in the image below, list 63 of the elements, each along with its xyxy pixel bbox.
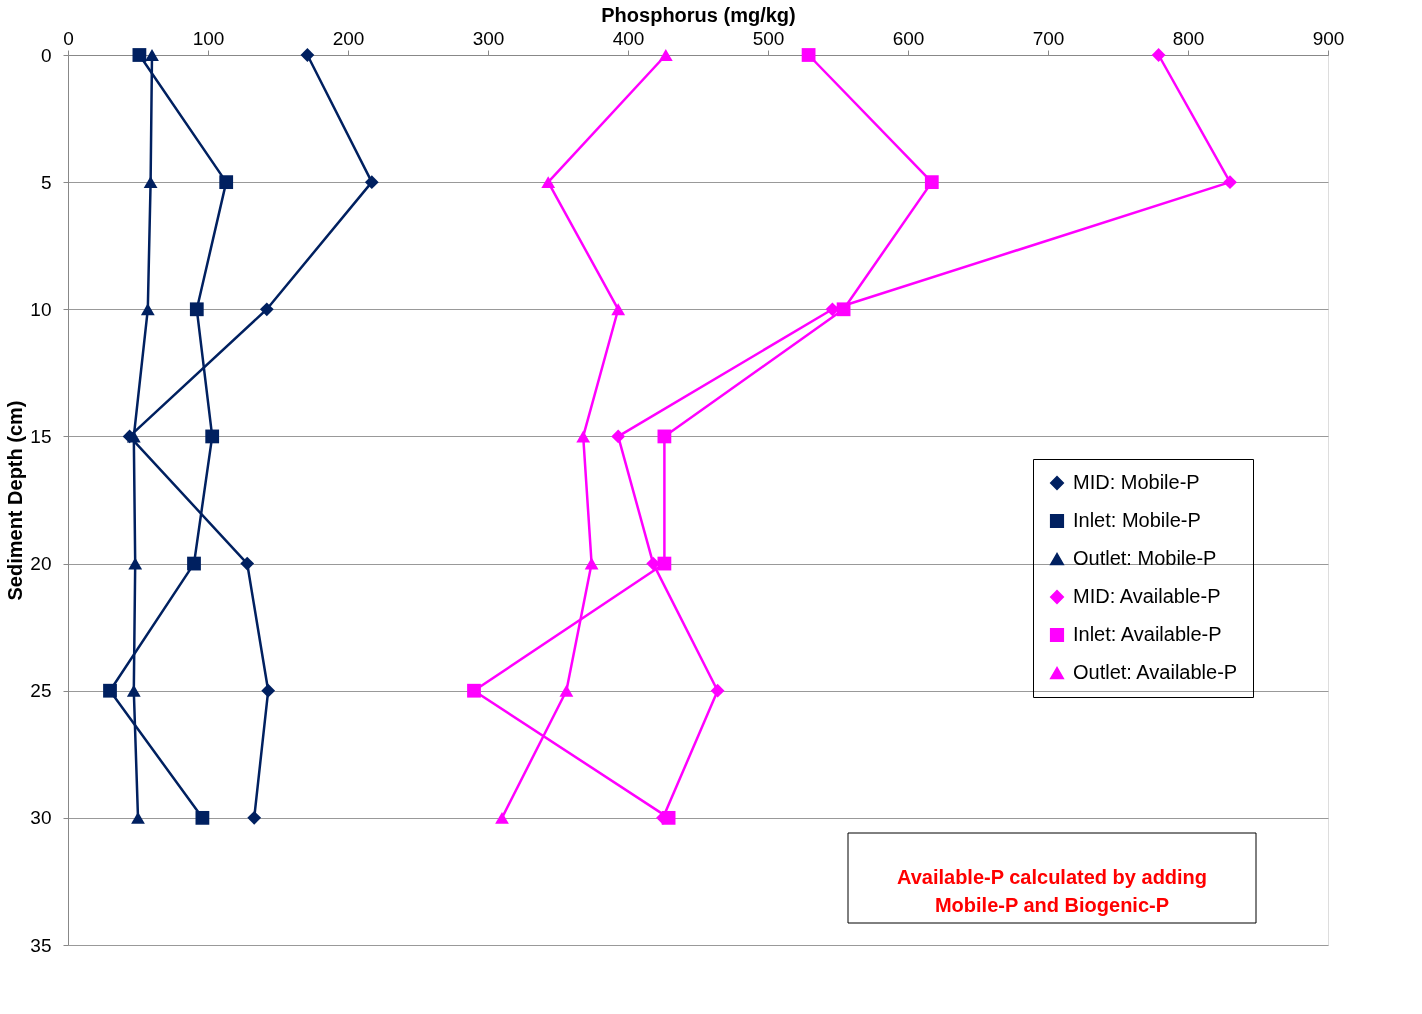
x-tick-label: 600 bbox=[892, 27, 925, 49]
point bbox=[126, 684, 141, 697]
point bbox=[658, 49, 673, 61]
point bbox=[710, 683, 725, 698]
point bbox=[145, 49, 159, 61]
y-tick-label: 30 bbox=[30, 807, 52, 829]
point bbox=[1223, 175, 1237, 190]
legend-label: Inlet: Available-P bbox=[1073, 623, 1222, 645]
x-tick-label: 300 bbox=[472, 27, 505, 49]
point bbox=[126, 430, 141, 443]
point bbox=[132, 48, 147, 62]
x-tick-label: 0 bbox=[63, 27, 74, 49]
x-tick-label: 900 bbox=[1312, 27, 1345, 49]
point bbox=[924, 175, 939, 190]
point bbox=[261, 683, 276, 698]
annotation: Available-P calculated by adding Mobile-P and Biogenic-P bbox=[896, 866, 1208, 916]
y-tick-label: 0 bbox=[40, 44, 52, 66]
point bbox=[576, 430, 591, 443]
y-axis-title: Sediment Depth (cm) bbox=[4, 400, 27, 601]
y-tick-label: 15 bbox=[30, 425, 52, 447]
point bbox=[240, 556, 255, 571]
point bbox=[611, 303, 626, 316]
point bbox=[300, 48, 315, 62]
legend-label: Outlet: Mobile-P bbox=[1073, 547, 1217, 569]
x-tick-label: 800 bbox=[1172, 27, 1205, 49]
legend-label: MID: Mobile-P bbox=[1073, 471, 1200, 493]
point bbox=[189, 302, 204, 317]
legend-label: Outlet: Available-P bbox=[1073, 661, 1238, 683]
point bbox=[836, 302, 851, 317]
point bbox=[364, 175, 379, 190]
legend-label: Inlet: Mobile-P bbox=[1073, 509, 1201, 531]
point bbox=[495, 811, 509, 824]
y-tick-label: 5 bbox=[40, 171, 52, 193]
legend-label: MID: Available-P bbox=[1073, 585, 1221, 607]
point bbox=[205, 429, 220, 444]
point bbox=[801, 48, 816, 62]
point bbox=[584, 557, 599, 570]
x-tick-label: 500 bbox=[752, 27, 785, 49]
point bbox=[559, 684, 574, 697]
point bbox=[541, 176, 556, 189]
y-tick-label: 10 bbox=[30, 298, 52, 320]
point bbox=[219, 175, 234, 190]
point bbox=[128, 557, 143, 570]
point bbox=[1151, 48, 1166, 62]
point bbox=[661, 810, 676, 825]
y-tick-label: 35 bbox=[30, 934, 52, 956]
point bbox=[131, 811, 145, 824]
point bbox=[187, 556, 201, 571]
y-tick-label: 20 bbox=[30, 553, 52, 575]
x-tick-label: 100 bbox=[192, 27, 225, 49]
x-axis-title: Phosphorus (mg/kg) bbox=[601, 3, 796, 26]
y-tick-label: 25 bbox=[30, 680, 52, 702]
point bbox=[259, 302, 274, 317]
point bbox=[247, 810, 262, 825]
point bbox=[143, 176, 158, 189]
x-tick-label: 700 bbox=[1032, 27, 1065, 49]
point bbox=[103, 683, 117, 698]
point bbox=[195, 810, 210, 825]
point bbox=[140, 303, 155, 316]
point bbox=[467, 683, 481, 698]
x-tick-label: 200 bbox=[332, 27, 365, 49]
x-tick-label: 400 bbox=[612, 27, 645, 49]
point bbox=[611, 429, 626, 444]
